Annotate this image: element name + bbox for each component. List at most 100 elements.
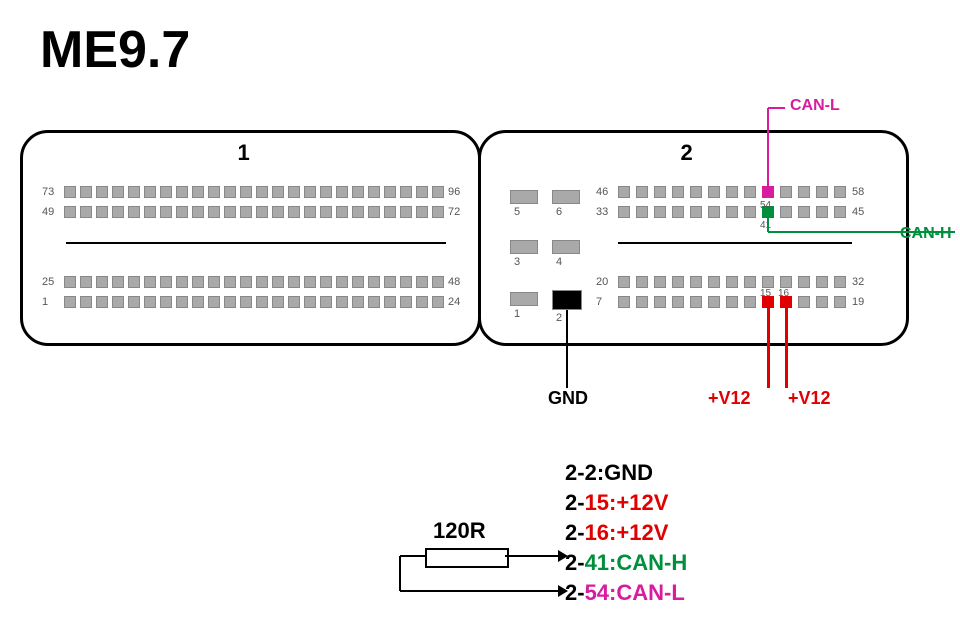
resistor-arrow-top xyxy=(558,550,568,562)
connector-1-pin xyxy=(272,186,284,198)
connector-1-pin xyxy=(224,276,236,288)
connector-2-row-label-left: 20 xyxy=(596,276,608,288)
connector-1-pin xyxy=(336,206,348,218)
connector-1-row-label-right: 24 xyxy=(448,296,460,308)
resistor-wire-top xyxy=(505,555,560,557)
connector-1-pin xyxy=(384,276,396,288)
resistor-wire-vert xyxy=(399,556,401,591)
connector-1-row-label-right: 48 xyxy=(448,276,460,288)
connector-1-pin xyxy=(304,206,316,218)
connector-1-pin xyxy=(224,296,236,308)
connector-1-pin xyxy=(176,186,188,198)
connector-2-bigpin-label: 2 xyxy=(556,312,562,324)
connector-1-pin xyxy=(112,296,124,308)
connector-1-pin xyxy=(320,206,332,218)
connector-1-pin xyxy=(112,276,124,288)
connector-1-pin xyxy=(128,296,140,308)
connector-1-pin xyxy=(240,276,252,288)
connector-1-pin xyxy=(192,206,204,218)
connector-2-separator xyxy=(618,242,852,244)
connector-1-pin xyxy=(400,206,412,218)
connector-2-bigpin-1 xyxy=(510,292,538,306)
legend-line-2: 2-2:GND xyxy=(565,460,653,486)
connector-1-pin xyxy=(256,186,268,198)
connector-1 xyxy=(20,130,481,346)
connector-1-pin xyxy=(288,186,300,198)
legend-line-41: 2-41:CAN-H xyxy=(565,550,687,576)
connector-1-pin xyxy=(64,296,76,308)
connector-2-row-label-left: 46 xyxy=(596,186,608,198)
connector-1-pin xyxy=(416,276,428,288)
connector-1-pin xyxy=(368,186,380,198)
connector-1-separator xyxy=(66,242,446,244)
connector-1-pin xyxy=(96,206,108,218)
connector-2-pin xyxy=(762,276,774,288)
connector-2-pin xyxy=(672,296,684,308)
connector-1-pin xyxy=(96,186,108,198)
connector-2-pin xyxy=(708,206,720,218)
connector-1-pin xyxy=(320,186,332,198)
connector-2-pin xyxy=(708,296,720,308)
connector-1-pin xyxy=(352,276,364,288)
connector-2-pin xyxy=(798,276,810,288)
connector-1-label: 1 xyxy=(238,140,250,166)
connector-2-row-label-right: 45 xyxy=(852,206,864,218)
connector-1-pin xyxy=(176,276,188,288)
connector-2-row-label-left: 33 xyxy=(596,206,608,218)
connector-2-pin xyxy=(636,276,648,288)
wire-v12b xyxy=(785,308,788,388)
connector-1-row-label-left: 25 xyxy=(42,276,54,288)
connector-1-pin xyxy=(224,186,236,198)
connector-1-pin xyxy=(336,296,348,308)
connector-2-pin xyxy=(636,186,648,198)
connector-1-pin xyxy=(384,296,396,308)
connector-2-pin-16-label: 16 xyxy=(778,288,789,299)
connector-1-pin xyxy=(352,186,364,198)
connector-1-pin xyxy=(208,186,220,198)
connector-2-pin xyxy=(744,186,756,198)
connector-2-pin xyxy=(780,276,792,288)
wire-can-l-h xyxy=(768,107,785,109)
connector-2-bigpin-label: 5 xyxy=(514,206,520,218)
connector-2-pin xyxy=(654,296,666,308)
connector-2-pin-54-label: 54 xyxy=(760,200,771,211)
connector-2-pin xyxy=(636,206,648,218)
connector-2-bigpin-label: 3 xyxy=(514,256,520,268)
legend-line-16: 2-16:+12V xyxy=(565,520,668,546)
connector-2-pin xyxy=(834,206,846,218)
connector-2-pin-15-label: 15 xyxy=(760,288,771,299)
connector-1-pin xyxy=(144,186,156,198)
connector-1-pin xyxy=(400,296,412,308)
connector-1-pin xyxy=(256,206,268,218)
connector-1-pin xyxy=(256,276,268,288)
connector-2-bigpin-4 xyxy=(552,240,580,254)
connector-2-row-label-left: 7 xyxy=(596,296,602,308)
connector-1-pin xyxy=(176,296,188,308)
connector-2-pin xyxy=(654,276,666,288)
connector-2-pin xyxy=(726,276,738,288)
connector-1-pin xyxy=(352,206,364,218)
connector-2-row-label-right: 19 xyxy=(852,296,864,308)
connector-2-pin xyxy=(618,296,630,308)
connector-2-bigpin-label: 1 xyxy=(514,308,520,320)
connector-1-pin xyxy=(240,186,252,198)
connector-2-pin xyxy=(672,206,684,218)
connector-1-pin xyxy=(128,186,140,198)
connector-1-pin xyxy=(96,296,108,308)
connector-1-pin xyxy=(240,206,252,218)
wire-v12a xyxy=(767,308,770,388)
connector-2-bigpin-2 xyxy=(552,290,582,310)
connector-2-pin xyxy=(816,296,828,308)
resistor-wire-bot xyxy=(400,590,560,592)
connector-1-pin xyxy=(192,186,204,198)
connector-1-pin xyxy=(240,296,252,308)
connector-2-pin xyxy=(690,186,702,198)
connector-1-pin xyxy=(384,206,396,218)
connector-2-bigpin-3 xyxy=(510,240,538,254)
connector-2 xyxy=(478,130,909,346)
connector-1-pin xyxy=(304,186,316,198)
connector-2-pin xyxy=(672,186,684,198)
wire-label-gnd: GND xyxy=(548,388,588,409)
connector-1-pin xyxy=(80,206,92,218)
wire-can-l-v xyxy=(767,108,769,192)
